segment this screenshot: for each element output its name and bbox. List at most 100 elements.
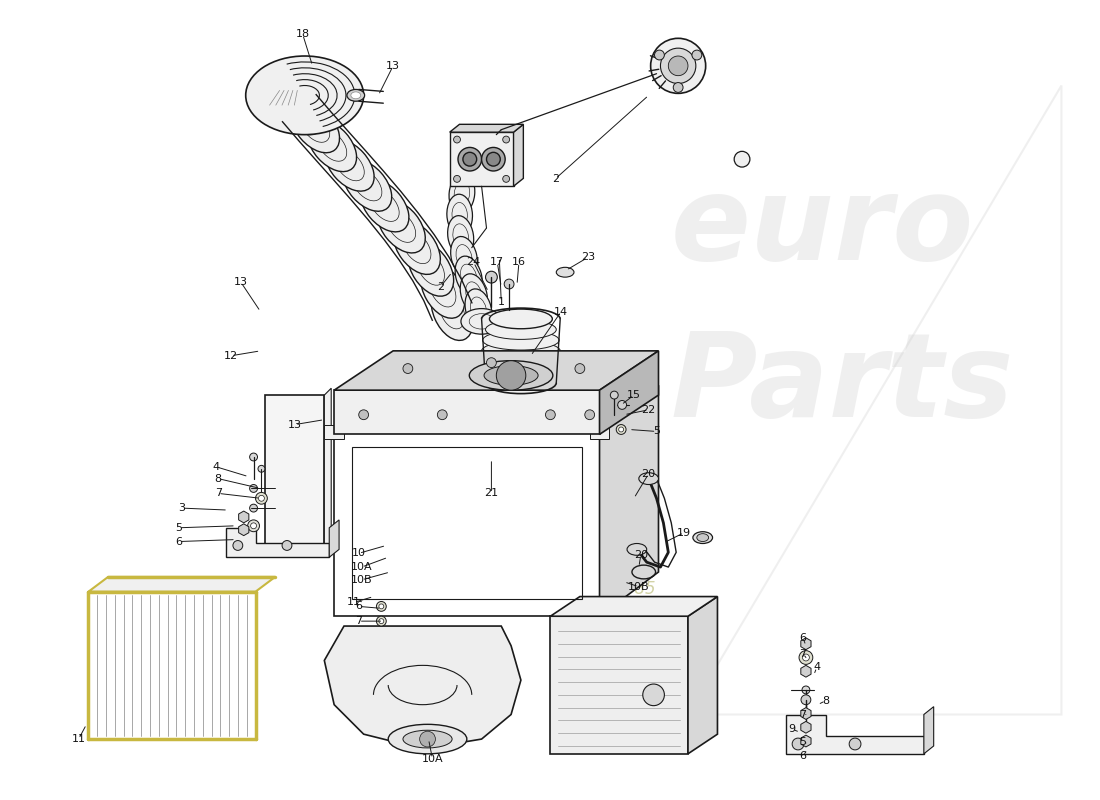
Text: 15: 15 — [627, 390, 641, 400]
Text: 19: 19 — [676, 528, 691, 538]
Polygon shape — [334, 351, 659, 390]
Ellipse shape — [245, 56, 364, 134]
Text: 5: 5 — [800, 737, 806, 747]
Text: 4: 4 — [813, 662, 821, 672]
Ellipse shape — [388, 724, 466, 754]
Circle shape — [248, 520, 260, 532]
Text: 16: 16 — [512, 258, 526, 267]
Text: 21: 21 — [484, 488, 498, 498]
Text: 17: 17 — [491, 258, 505, 267]
Circle shape — [258, 466, 265, 472]
Ellipse shape — [696, 534, 708, 542]
Text: a          parts since 1985: a parts since 1985 — [454, 580, 656, 598]
Ellipse shape — [485, 362, 557, 382]
Polygon shape — [239, 511, 249, 523]
Circle shape — [376, 602, 386, 611]
Polygon shape — [600, 386, 659, 616]
Circle shape — [546, 410, 556, 420]
Text: 2: 2 — [552, 174, 559, 184]
Polygon shape — [786, 714, 924, 754]
Circle shape — [250, 504, 257, 512]
Text: 10A: 10A — [351, 562, 373, 572]
Text: 7: 7 — [214, 488, 222, 498]
Circle shape — [802, 686, 810, 694]
Circle shape — [575, 364, 585, 374]
Polygon shape — [801, 666, 811, 677]
Text: euro: euro — [670, 170, 974, 285]
Circle shape — [799, 650, 813, 664]
Circle shape — [618, 427, 624, 432]
Circle shape — [376, 616, 386, 626]
Circle shape — [849, 738, 861, 750]
Polygon shape — [227, 528, 329, 558]
Polygon shape — [550, 597, 717, 616]
Circle shape — [251, 523, 256, 529]
Text: 18: 18 — [296, 30, 310, 39]
Circle shape — [255, 492, 267, 504]
Circle shape — [453, 136, 461, 143]
Circle shape — [792, 738, 804, 750]
Text: 7: 7 — [800, 710, 806, 719]
Circle shape — [618, 401, 627, 410]
Polygon shape — [324, 626, 521, 749]
Circle shape — [803, 654, 810, 661]
Circle shape — [734, 151, 750, 167]
Ellipse shape — [639, 473, 659, 485]
Polygon shape — [600, 351, 659, 434]
Circle shape — [486, 152, 500, 166]
Circle shape — [453, 175, 461, 182]
Ellipse shape — [449, 173, 475, 214]
Text: 11: 11 — [346, 598, 361, 607]
Ellipse shape — [642, 684, 664, 706]
Circle shape — [233, 541, 243, 550]
Circle shape — [463, 152, 476, 166]
Polygon shape — [688, 597, 717, 754]
Ellipse shape — [490, 373, 552, 393]
Text: 13: 13 — [288, 419, 301, 430]
Polygon shape — [590, 425, 609, 439]
Text: 3: 3 — [178, 503, 185, 513]
Ellipse shape — [403, 730, 452, 748]
Polygon shape — [334, 430, 600, 616]
Polygon shape — [329, 520, 339, 558]
Ellipse shape — [451, 237, 477, 277]
Ellipse shape — [693, 532, 713, 543]
Text: 20: 20 — [634, 550, 648, 560]
Circle shape — [585, 410, 595, 420]
Circle shape — [486, 358, 496, 367]
Text: 24: 24 — [466, 258, 481, 267]
Circle shape — [496, 361, 526, 390]
Ellipse shape — [455, 256, 482, 296]
Ellipse shape — [408, 242, 453, 296]
Polygon shape — [334, 386, 659, 430]
Circle shape — [250, 485, 257, 492]
Polygon shape — [324, 425, 344, 439]
Ellipse shape — [557, 267, 574, 277]
Ellipse shape — [351, 92, 361, 98]
Polygon shape — [550, 616, 688, 754]
Ellipse shape — [448, 216, 474, 257]
Polygon shape — [801, 708, 811, 719]
Circle shape — [692, 50, 702, 60]
Circle shape — [378, 604, 384, 609]
Circle shape — [458, 147, 482, 171]
Ellipse shape — [627, 543, 647, 555]
Text: 8: 8 — [214, 474, 222, 484]
Text: 7: 7 — [355, 616, 362, 626]
Ellipse shape — [447, 194, 473, 235]
Text: 6: 6 — [355, 602, 362, 611]
Ellipse shape — [490, 309, 552, 329]
Text: 10: 10 — [352, 548, 365, 558]
Polygon shape — [450, 124, 524, 132]
Ellipse shape — [275, 82, 323, 134]
Ellipse shape — [482, 341, 560, 361]
Circle shape — [504, 279, 514, 289]
Circle shape — [616, 425, 626, 434]
Polygon shape — [801, 638, 811, 650]
Ellipse shape — [377, 200, 426, 253]
Text: Parts: Parts — [670, 326, 1014, 442]
Circle shape — [359, 410, 369, 420]
Ellipse shape — [360, 179, 409, 232]
Text: 22: 22 — [641, 405, 656, 415]
Circle shape — [282, 541, 292, 550]
